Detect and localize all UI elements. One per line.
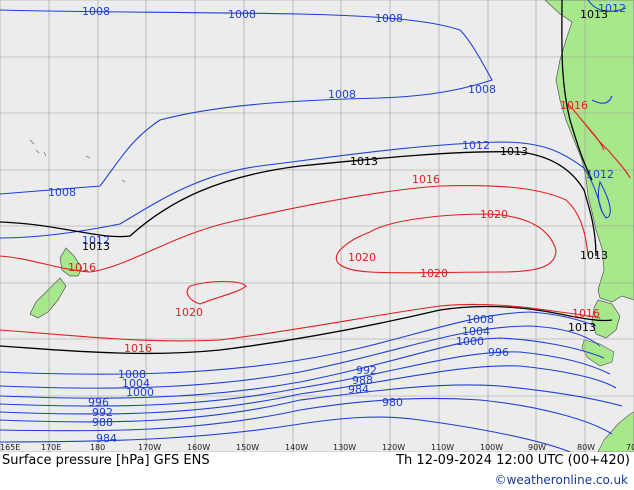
isobar-label: 1013 [350,155,378,168]
isobar-label: 996 [488,346,509,359]
isobar-label: 1020 [175,306,203,319]
isobar-label: 1020 [420,267,448,280]
tierra-del-fuego-land [591,299,621,339]
model-run-time: Th 12-09-2024 12:00 UTC (00+420) [396,453,630,468]
isobar-label: 988 [352,374,373,387]
new-zealand-south-island [29,277,67,319]
longitude-label: 170W [138,443,161,452]
longitude-label: 70W [626,443,634,452]
isobar-label: 1000 [456,335,484,348]
isobar-label: 1012 [598,2,626,15]
isobar-label: 1013 [580,8,608,21]
isobar-label: 1008 [48,186,76,199]
isobar-label: 1020 [480,208,508,221]
isobar-label: 1016 [572,307,600,320]
isobar-label: 1012 [462,139,490,152]
isobar-labels: 1008 1008 1008 1008 1008 1008 1012 1012 … [48,2,626,445]
isobar-label: 980 [382,396,403,409]
longitude-label: 110W [431,443,454,452]
isobar-label: 1013 [568,321,596,334]
isobar-label: 992 [92,406,113,419]
longitude-label: 130W [333,443,356,452]
longitude-label: 170E [41,443,61,452]
map-title: Surface pressure [hPa] GFS ENS [2,453,210,468]
isobar-label: 1008 [118,368,146,381]
isobars-high [0,103,631,342]
longitude-label: 150W [236,443,259,452]
isobars-low [0,0,627,453]
isobars-ref [0,0,613,355]
longitude-label: 100W [480,443,503,452]
isobar-label: 988 [92,416,113,429]
longitude-label: 140W [285,443,308,452]
isobar-label: 1012 [586,168,614,181]
isobar-label: 1016 [124,342,152,355]
longitude-label: 80W [577,443,595,452]
isobar-label: 1008 [328,88,356,101]
longitude-label: 120W [382,443,405,452]
isobar-label: 1013 [82,240,110,253]
tierra-del-fuego-islands [581,339,615,367]
isobar-label: 1012 [82,234,110,247]
isobar-label: 1008 [375,12,403,25]
isobar-label: 1004 [462,325,490,338]
longitude-labels: 165E 170E 180 170W 160W 150W 140W 130W 120W 110W 1… [0,443,634,452]
isobar-label: 1008 [228,8,256,21]
isobar-label: 1013 [580,249,608,262]
isobar-label: 1013 [500,145,528,158]
isobar-label: 1008 [466,313,494,326]
isobar-label: 984 [348,383,369,396]
isobar-label: 996 [88,396,109,409]
isobar-label: 1004 [122,377,150,390]
isobar-label: 1016 [412,173,440,186]
isobar-label: 1000 [126,386,154,399]
isobar-label: 1008 [82,5,110,18]
isobar-label: 1016 [68,261,96,274]
map-footer [0,452,634,490]
isobar-label: 1020 [348,251,376,264]
isobar-label: 1016 [560,99,588,112]
longitude-label: 90W [528,443,546,452]
longitude-label: 180 [90,443,105,452]
longitude-label: 160W [187,443,210,452]
isobar-label: 984 [96,432,117,445]
isobar-label: 992 [356,364,377,377]
pacific-islands [29,139,126,183]
credit-link[interactable]: ©weatheronline.co.uk [494,473,628,487]
isobar-label: 1008 [468,83,496,96]
longitude-label: 165E [0,443,20,452]
new-zealand-north-island [59,247,83,277]
